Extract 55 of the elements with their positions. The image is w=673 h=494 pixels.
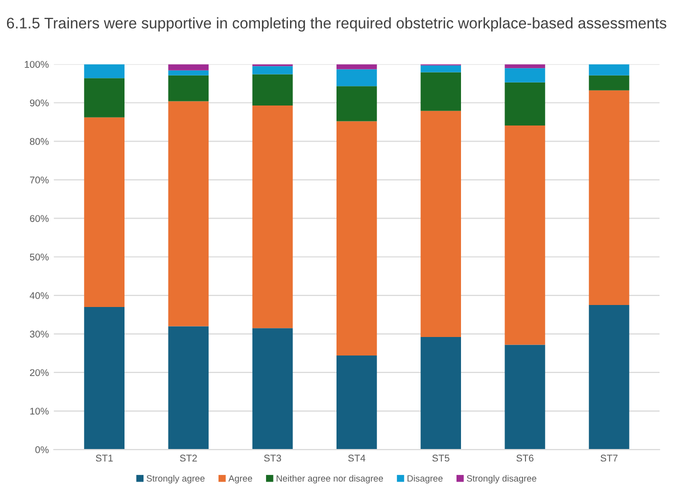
bar: [252, 66, 293, 74]
x-tick-label: ST2: [180, 454, 197, 462]
chart-title: 6.1.5 Trainers were supportive in completing the required obstetric workplace-based assessments: [6, 17, 666, 32]
bar: [504, 82, 546, 126]
bar: [336, 69, 377, 86]
bar: [168, 75, 209, 102]
bar: [504, 68, 546, 82]
bar: [588, 90, 630, 306]
bar: [84, 78, 125, 118]
y-tick-label: 80%: [30, 138, 49, 145]
y-tick-label: 50%: [30, 254, 49, 260]
y-tick-label: 30%: [30, 330, 49, 338]
bar: [336, 121, 377, 356]
x-tick-label: ST7: [600, 454, 618, 462]
bar: [588, 64, 630, 76]
y-tick-label: 60%: [30, 215, 49, 222]
y-tick-label: 0%: [35, 446, 49, 454]
bar: [504, 125, 546, 345]
y-tick-label: 90%: [30, 99, 49, 106]
bar: [420, 110, 462, 338]
bar: [420, 72, 462, 111]
bar: [420, 65, 462, 72]
bar: [588, 305, 630, 450]
bar: [252, 74, 293, 106]
y-tick-label: 10%: [30, 408, 49, 415]
bar: [336, 64, 377, 70]
bar: [84, 306, 125, 450]
bar: [84, 64, 125, 78]
y-tick-label: 40%: [30, 292, 49, 300]
legend-label: Strongly disagree: [466, 474, 536, 484]
y-tick-label: 100%: [24, 60, 49, 68]
bar: [336, 86, 377, 122]
bar: [84, 117, 125, 307]
bar: [168, 64, 209, 70]
bar: [504, 344, 546, 450]
x-tick-label: ST1: [96, 454, 113, 462]
legend-label: Disagree: [408, 474, 443, 484]
y-tick-label: 70%: [30, 176, 49, 184]
x-tick-label: ST3: [264, 454, 282, 462]
x-tick-label: ST4: [348, 454, 366, 462]
bar: [168, 70, 209, 76]
y-tick-label: 20%: [30, 369, 49, 376]
bar: [588, 75, 630, 90]
bar: [420, 337, 462, 450]
legend-label: Strongly agree: [146, 474, 205, 484]
bar: [168, 101, 209, 326]
legend-label: Agree: [228, 475, 252, 484]
x-tick-label: ST5: [432, 454, 450, 462]
bar: [252, 105, 293, 328]
bar: [252, 328, 293, 450]
bar: [336, 356, 377, 450]
x-tick-label: ST6: [516, 454, 534, 462]
bar: [168, 326, 209, 450]
legend-label: Neither agree nor disagree: [276, 474, 383, 484]
bar: [504, 64, 546, 68]
